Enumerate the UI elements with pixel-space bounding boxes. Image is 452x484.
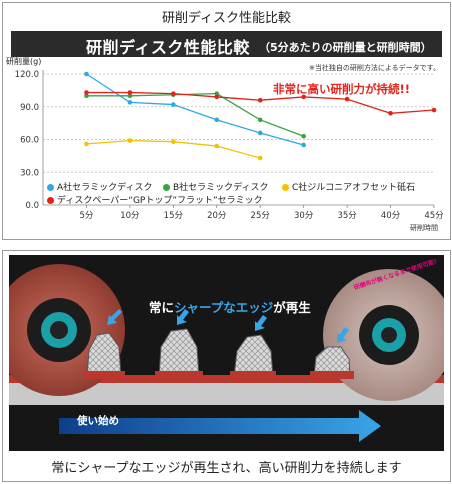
data-point: [84, 90, 89, 95]
banner-highlight: シャープなエッジ: [174, 300, 274, 315]
caption: 常にシャープなエッジが再生され、高い研削力を持続します: [51, 461, 402, 476]
data-point: [84, 71, 89, 77]
legend-label: C社ジルコニアオフセット砥石: [292, 183, 416, 193]
data-point: [214, 143, 220, 149]
data-point: [257, 130, 263, 136]
data-point: [171, 91, 176, 96]
right-disc: [323, 269, 444, 401]
data-point: [127, 90, 133, 95]
page-title: 研削ディスク性能比較: [161, 11, 292, 26]
legend-item: A社セラミックディスク: [47, 180, 153, 193]
data-point: [301, 94, 306, 100]
series-line: [86, 73, 304, 146]
data-point: [214, 91, 220, 96]
data-point: [127, 100, 133, 105]
data-point: [301, 133, 306, 139]
data-point: [257, 155, 263, 161]
data-note: ※当社独自の研削方法によるデータです。: [309, 64, 440, 72]
x-tick-label: 15分: [164, 211, 184, 221]
highlight-text: 非常に高い研削力が持続!!: [273, 82, 410, 96]
grit-column-1: [83, 332, 125, 379]
data-point: [171, 102, 176, 107]
legend-item: ディスクペーパー“GPトップ”フラット”セラミック: [47, 193, 263, 206]
x-tick-label: 10分: [120, 211, 140, 221]
data-point: [127, 138, 133, 143]
chart-subtitle: （5分あたりの研削量と研削時間）: [259, 41, 432, 54]
y-axis-label: 研削量(g): [6, 56, 41, 66]
x-tick-label: 30分: [294, 211, 314, 221]
grit-column-2: [155, 328, 203, 379]
legend-swatch: [47, 197, 54, 204]
legend-label: ディスクペーパー“GPトップ”フラット”セラミック: [57, 196, 263, 206]
y-tick-label: 30.0: [20, 168, 39, 178]
y-tick-label: 0.0: [25, 201, 39, 211]
x-tick-label: 25分: [251, 211, 271, 221]
y-tick-label: 90.0: [20, 103, 39, 113]
legend-swatch: [47, 184, 54, 191]
progress-arrow: [59, 410, 381, 442]
data-point: [127, 93, 133, 99]
y-tick-label: 120.0: [15, 70, 39, 80]
legend-label: A社セラミックディスク: [57, 183, 153, 193]
legend-item: C社ジルコニアオフセット砥石: [282, 180, 415, 193]
data-point: [84, 141, 89, 147]
data-point: [84, 93, 89, 99]
edge-illustration: 研磨布が無くなるまで使用可能! 常にシャープなエッジが再生 使い始め: [9, 255, 444, 451]
y-tick-label: 60.0: [20, 136, 39, 146]
grit-column-3: [230, 334, 276, 379]
x-tick-label: 20分: [207, 211, 227, 221]
x-tick-label: 5分: [79, 211, 93, 221]
edge-arrows: [107, 309, 349, 343]
data-point: [214, 117, 220, 123]
illustration-panel: 研磨布が無くなるまで使用可能! 常にシャープなエッジが再生 使い始め 常にシャー…: [2, 250, 451, 482]
series-line: [86, 92, 304, 137]
base-red-band: [9, 375, 444, 383]
data-point: [257, 97, 263, 103]
data-point: [214, 94, 220, 100]
banner-prefix: 常に: [149, 300, 175, 315]
illustration-graphic: 研磨布が無くなるまで使用可能!: [9, 257, 444, 442]
banner-suffix: が再生: [273, 300, 311, 315]
data-point: [257, 117, 263, 123]
data-point: [388, 111, 393, 116]
data-point: [301, 142, 306, 148]
legend-swatch: [163, 184, 170, 191]
grit-column-4: [310, 346, 354, 379]
start-label: 使い始め: [77, 415, 119, 427]
x-tick-label: 40分: [381, 211, 401, 221]
legend-item: B社セラミックディスク: [163, 180, 269, 193]
data-point: [171, 139, 176, 144]
x-tick-label: 35分: [337, 211, 357, 221]
chart-title: 研削ディスク性能比較: [86, 38, 250, 57]
x-tick-label: 45分: [424, 211, 444, 221]
legend-swatch: [282, 184, 289, 191]
base-band: [9, 383, 444, 405]
edge-banner: 常にシャープなエッジが再生: [149, 297, 311, 316]
data-point: [344, 96, 350, 102]
line-chart: 研削量(g) 0.0 30.0 60.0 90.0 120.0 5分 10分 15分 20分 25分…: [6, 56, 444, 232]
title-bar: 研削ディスク性能比較 （5分あたりの研削量と研削時間）: [11, 31, 442, 57]
legend-label: B社セラミックディスク: [173, 183, 269, 193]
x-axis-label: 研削時間: [410, 223, 438, 232]
chart-panel: 研削ディスク性能比較 研削ディスク性能比較 （5分あたりの研削量と研削時間） ※…: [2, 2, 451, 240]
data-point: [431, 107, 437, 113]
